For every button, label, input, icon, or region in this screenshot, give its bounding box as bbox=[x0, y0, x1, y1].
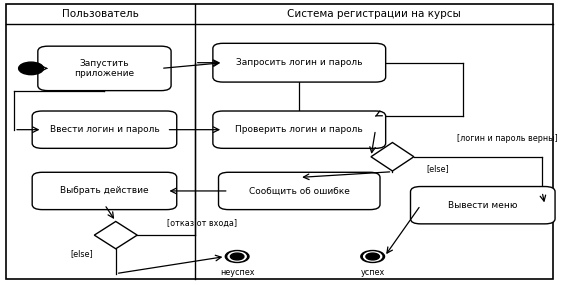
Text: [отказ от входа]: [отказ от входа] bbox=[166, 219, 237, 228]
Circle shape bbox=[366, 253, 379, 260]
Circle shape bbox=[225, 251, 249, 262]
Text: Пользователь: Пользователь bbox=[62, 9, 139, 19]
Text: [логин и пароль верны]: [логин и пароль верны] bbox=[458, 134, 558, 143]
Polygon shape bbox=[371, 142, 414, 171]
Circle shape bbox=[361, 251, 385, 262]
Text: Запросить логин и пароль: Запросить логин и пароль bbox=[236, 58, 362, 67]
Text: [else]: [else] bbox=[71, 249, 93, 258]
Text: Запустить
приложение: Запустить приложение bbox=[74, 59, 135, 78]
Text: Система регистрации на курсы: Система регистрации на курсы bbox=[287, 9, 461, 19]
FancyBboxPatch shape bbox=[213, 43, 386, 82]
Circle shape bbox=[230, 253, 244, 260]
Text: Вывести меню: Вывести меню bbox=[448, 201, 517, 210]
FancyBboxPatch shape bbox=[213, 111, 386, 148]
Text: [else]: [else] bbox=[426, 164, 449, 173]
Text: успех: успех bbox=[361, 268, 385, 277]
FancyBboxPatch shape bbox=[411, 186, 555, 224]
Text: Сообщить об ошибке: Сообщить об ошибке bbox=[249, 186, 350, 196]
Text: неуспех: неуспех bbox=[220, 268, 255, 277]
FancyBboxPatch shape bbox=[32, 111, 177, 148]
Polygon shape bbox=[95, 221, 137, 249]
Circle shape bbox=[19, 62, 44, 75]
Text: Ввести логин и пароль: Ввести логин и пароль bbox=[49, 125, 160, 134]
Text: Проверить логин и пароль: Проверить логин и пароль bbox=[235, 125, 363, 134]
Circle shape bbox=[228, 252, 246, 261]
FancyBboxPatch shape bbox=[38, 46, 171, 91]
Circle shape bbox=[364, 252, 382, 261]
Text: Выбрать действие: Выбрать действие bbox=[60, 186, 149, 196]
FancyBboxPatch shape bbox=[32, 172, 177, 210]
FancyBboxPatch shape bbox=[219, 172, 380, 210]
